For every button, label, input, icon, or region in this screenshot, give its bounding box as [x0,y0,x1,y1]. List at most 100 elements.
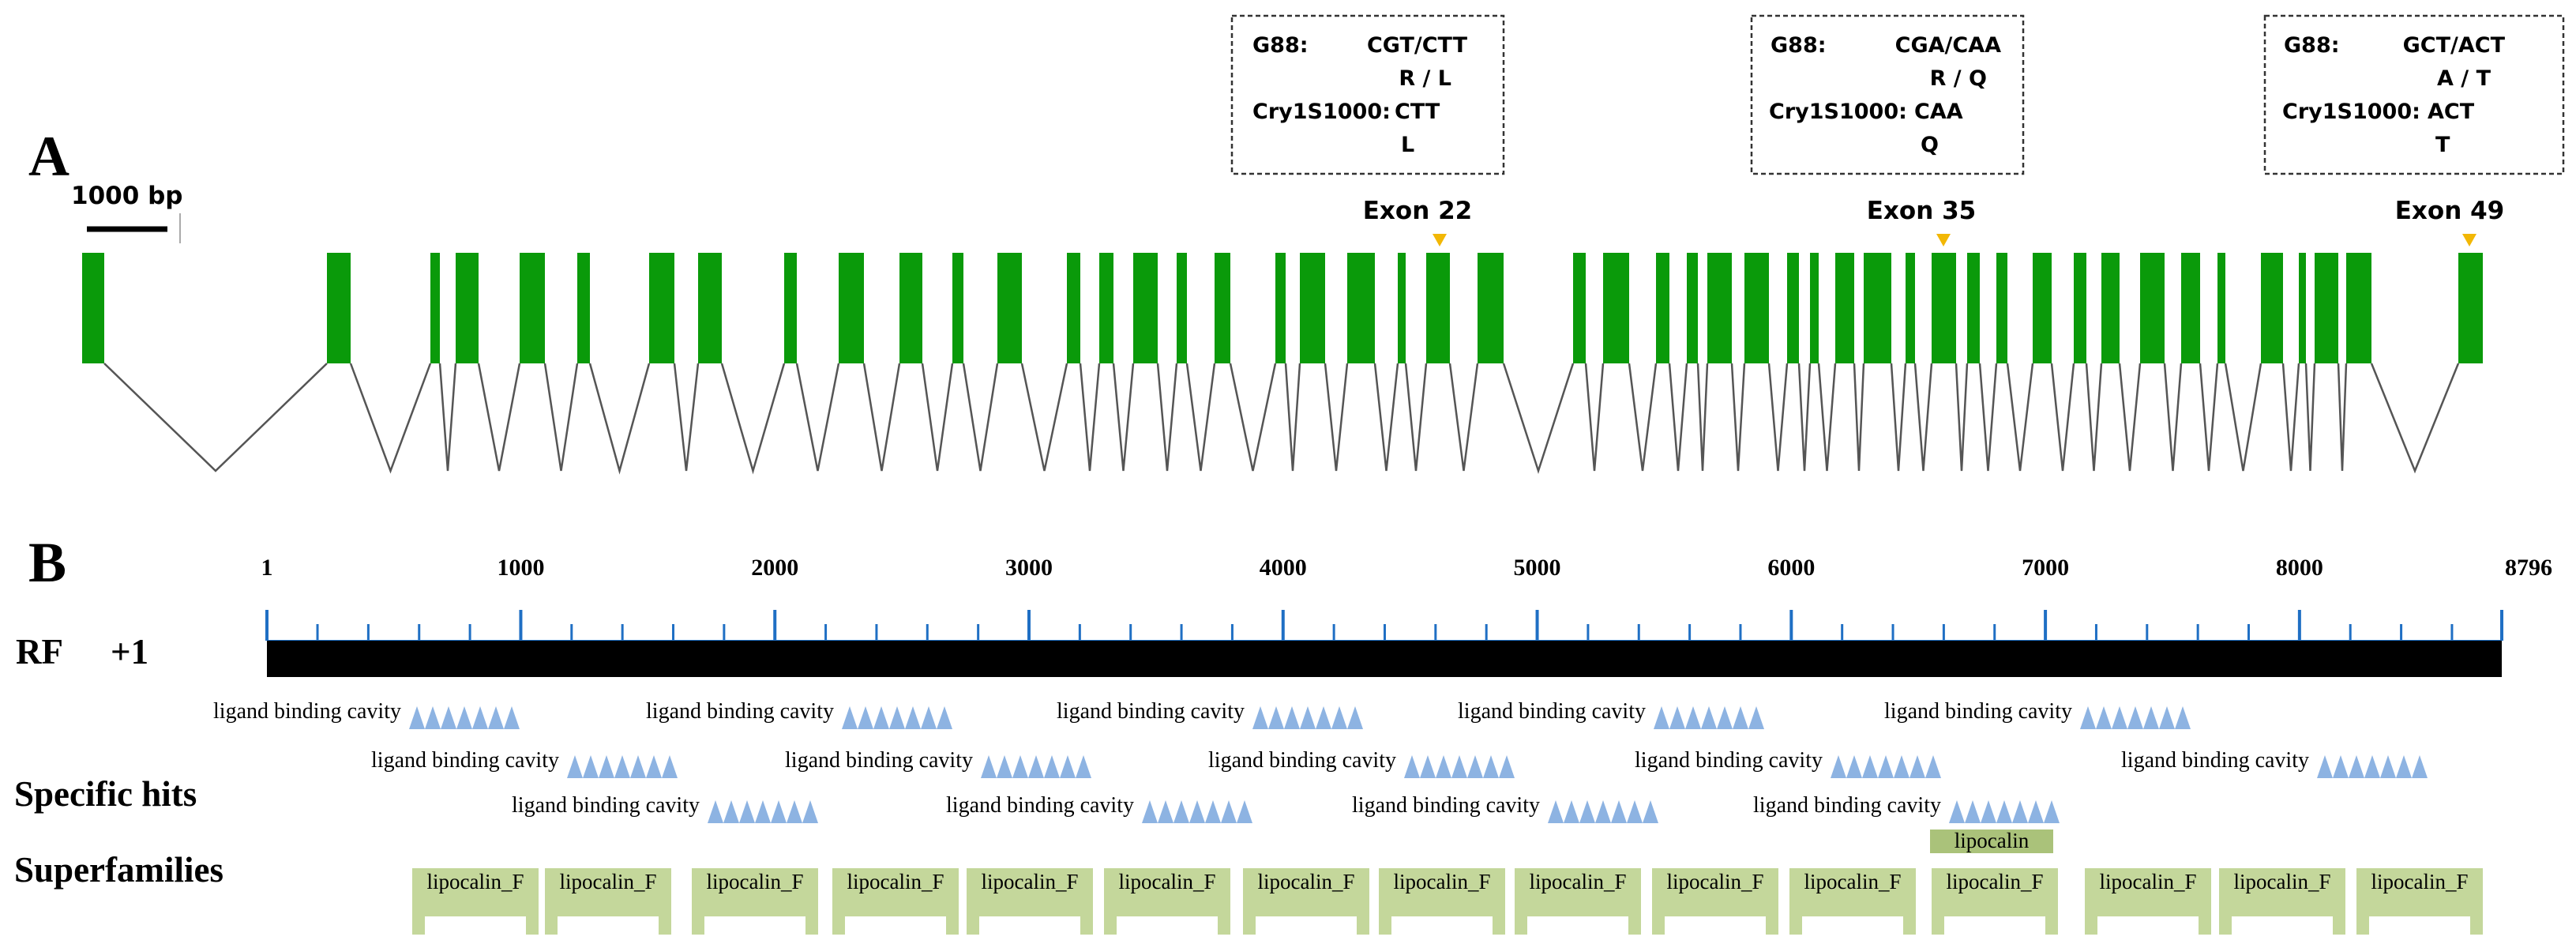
intron-line [1890,363,1907,472]
superfamily-domain [1515,868,1641,935]
specific-hit-label: ligand binding cavity [512,793,700,818]
binding-cavity-triangle [1949,800,1965,823]
superfamily-domain [412,868,539,935]
snp-box-exon-35: G88: CGA/CAA R / Q Cry1S1000: CAA Q [1750,14,2025,175]
intron-line [2337,363,2348,472]
exon-block [1133,253,1158,363]
reading-frame-label: RF [16,632,63,672]
intron-line [103,363,328,472]
exon-block [1967,253,1980,363]
binding-cavity-triangle [981,755,997,778]
specific-hit-label: ligand binding cavity [371,748,559,773]
intron-line [795,363,840,472]
exon-block [784,253,797,363]
binding-cavity-triangle [662,755,678,778]
exon-22-marker [1433,234,1447,246]
snp-box-exon-49: G88: GCT/ACT A / T Cry1S1000: ACT T [2263,14,2565,175]
exon-block [839,253,864,363]
intron-line [2281,363,2300,472]
ruler-tick-label: 2000 [751,555,798,581]
binding-cavity-triangle [1654,706,1669,729]
specific-hit-label: ligand binding cavity [646,699,834,724]
exon-block [1426,253,1450,363]
binding-cavity-triangle [1643,800,1658,823]
exon-block [1177,253,1187,363]
specific-hit-label: ligand binding cavity [1352,793,1540,818]
binding-cavity-triangle [1548,800,1564,823]
binding-cavity-triangle [1878,755,1894,778]
exon-block [520,253,545,363]
superfamily-domain [545,868,671,935]
binding-cavity-triangle [937,706,952,729]
ruler-tick-label: 8796 [2505,555,2552,581]
binding-cavity-triangle [1044,755,1060,778]
intron-line [1284,363,1301,472]
binding-cavity-triangle [873,706,889,729]
binding-cavity-triangle [755,800,771,823]
superfamily-domain-label: lipocalin_F [2371,870,2469,893]
intron-line [1020,363,1068,472]
intron-line [1767,363,1789,472]
superfamily-domain [967,868,1093,935]
binding-cavity-triangle [1404,755,1420,778]
superfamily-domain-label: lipocalin_F [1119,870,1216,893]
binding-cavity-triangle [889,706,905,729]
exon-block [698,253,722,363]
exon-block [1787,253,1799,363]
binding-cavity-triangle [1237,800,1252,823]
binding-cavity-triangle [1173,800,1189,823]
superfamily-domain [1243,868,1369,935]
binding-cavity-triangle [1669,706,1685,729]
binding-cavity-triangle [2159,706,2175,729]
binding-cavity-triangle [1831,755,1846,778]
intron-line [1502,363,1575,475]
binding-cavity-triangle [2349,755,2364,778]
binding-cavity-triangle [739,800,755,823]
lipocalin-domain-label: lipocalin [1955,829,2030,852]
intron-line [1913,363,1933,472]
binding-cavity-triangle [2317,755,2333,778]
binding-cavity-triangle [787,800,802,823]
intron-line [1668,363,1688,472]
snp-box-line: T [2435,133,2450,157]
intron-line [477,363,521,472]
binding-cavity-triangle [1268,706,1284,729]
superfamily-domain-label: lipocalin_F [2234,870,2331,893]
exon-block [2261,253,2283,363]
binding-cavity-triangle [1467,755,1483,778]
snp-box-line: CGA/CAA [1895,33,2001,58]
intron-line [1448,363,1479,472]
binding-cavity-triangle [1862,755,1878,778]
binding-cavity-triangle [1451,755,1467,778]
superfamily-domain-label: lipocalin_F [1804,870,1902,893]
exon-block [1300,253,1325,363]
intron-line [862,363,901,472]
exon-block [2217,253,2225,363]
intron-line [2006,363,2034,472]
intron-line [1404,363,1428,472]
intron-line [1628,363,1658,472]
exon-block [1864,253,1891,363]
specific-hit-label: ligand binding cavity [1208,748,1396,773]
binding-cavity-triangle [488,706,504,729]
binding-cavity-triangle [1316,706,1331,729]
superfamily-domain [1789,868,1916,935]
exon-block [1398,253,1406,363]
exon-block [1099,253,1113,363]
ruler-tick-label: 3000 [1005,555,1053,581]
exon-22-label: Exon 22 [1363,197,1472,225]
binding-cavity-triangle [708,800,723,823]
exon-block [649,253,674,363]
superfamily-domain [1104,868,1230,935]
snp-box-line: GCT/ACT [2403,33,2506,58]
specific-hit-label: ligand binding cavity [785,748,973,773]
binding-cavity-triangle [425,706,441,729]
snp-box-frame [2263,14,2565,175]
binding-cavity-triangle [2112,706,2127,729]
snp-box-line: CAA [1914,100,1963,124]
scale-bar-label: 1000 bp [71,182,182,210]
snp-box-exon-22: G88: CGT/CTT R / L Cry1S1000: CTT L [1230,14,1505,175]
binding-cavity-triangle [567,755,583,778]
binding-cavity-triangle [2012,800,2028,823]
exon-block [2181,253,2200,363]
